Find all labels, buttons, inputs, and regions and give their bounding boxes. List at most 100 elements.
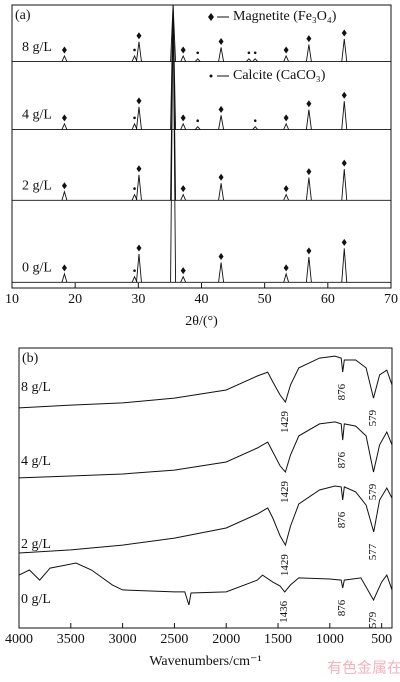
legend-label: Magnetite (Fe₃O₄) [233, 9, 337, 24]
calcite-marker [253, 119, 257, 122]
panel-label: (a) [15, 8, 31, 23]
peak [341, 101, 348, 130]
plot-frame [11, 4, 392, 289]
magnetite-marker [306, 35, 312, 43]
peak [180, 193, 187, 201]
x-tick-label: 2500 [160, 632, 188, 647]
peak [136, 106, 142, 130]
magnetite-marker [136, 244, 142, 252]
band-label: 1429 [279, 554, 291, 577]
peak [170, 5, 177, 130]
series-label: 0 g/L [22, 261, 52, 276]
magnetite-marker [218, 253, 224, 261]
peak [305, 44, 312, 62]
magnetite-marker [136, 97, 142, 105]
magnetite-marker [218, 173, 224, 181]
x-tick-label: 3000 [109, 632, 137, 647]
legend-label: Calcite (CaCO₃) [233, 68, 326, 83]
peak [131, 193, 138, 201]
legend-marker [208, 13, 214, 21]
x-tick-label: 2000 [212, 632, 240, 647]
peak [194, 58, 201, 62]
x-tick-label: 60 [321, 292, 335, 307]
magnetite-marker [180, 267, 186, 275]
peak [170, 5, 177, 201]
peak [283, 272, 290, 283]
spectrum [18, 421, 393, 479]
magnetite-marker [61, 264, 67, 272]
peak [180, 275, 187, 283]
x-tick-label: 20 [68, 292, 82, 307]
peak [283, 54, 290, 62]
peak [341, 248, 348, 283]
magnetite-marker [306, 100, 312, 108]
x-tick-label: 70 [384, 292, 398, 307]
peak [131, 54, 138, 62]
series-label: 4 g/L [21, 454, 51, 469]
peak [170, 5, 177, 62]
peak [194, 126, 201, 130]
calcite-marker [196, 51, 200, 55]
magnetite-marker [136, 165, 142, 173]
band-label: 876 [336, 383, 348, 400]
band-label: 579 [367, 483, 379, 500]
peak [180, 54, 187, 62]
peak [218, 115, 225, 130]
peak [252, 126, 259, 130]
magnetite-marker [180, 185, 186, 193]
x-tick-label: 50 [258, 292, 272, 307]
band-label: 579 [367, 611, 379, 628]
magnetite-marker [341, 238, 347, 246]
magnetite-marker [61, 182, 67, 190]
peak [136, 174, 142, 201]
peak [61, 190, 68, 201]
peak [283, 193, 290, 201]
peak [283, 122, 290, 130]
band-label: 1436 [278, 600, 290, 623]
band-label: 876 [336, 451, 348, 468]
magnetite-marker [218, 105, 224, 113]
peak [305, 177, 312, 201]
peak [341, 169, 348, 201]
magnetite-marker [306, 168, 312, 176]
band-label: 1429 [279, 481, 291, 504]
band-label: 579 [367, 409, 379, 426]
series-label: 2 g/L [21, 537, 51, 552]
peak [136, 254, 142, 283]
panel-label: (b) [22, 351, 39, 366]
x-axis-label: 2θ/(°) [185, 314, 218, 329]
peak [246, 58, 252, 62]
calcite-marker [133, 187, 136, 190]
spectrum [18, 562, 393, 606]
peak [170, 5, 177, 283]
magnetite-marker [61, 114, 67, 122]
series-label: 8 g/L [22, 40, 52, 55]
peak [180, 122, 187, 130]
peak [218, 183, 225, 201]
spectrum [18, 485, 393, 554]
magnetite-marker [341, 29, 347, 37]
band-label: 577 [367, 543, 379, 560]
band-label: 1429 [279, 411, 291, 434]
peak [305, 109, 312, 130]
x-tick-label: 500 [371, 632, 392, 647]
magnetite-marker [283, 114, 289, 122]
magnetite-marker [136, 32, 142, 40]
plot-frame [18, 347, 393, 629]
peak [218, 47, 225, 62]
x-tick-label: 10 [5, 292, 19, 307]
magnetite-marker [283, 46, 289, 54]
peak [305, 256, 312, 283]
x-tick-label: 1500 [264, 632, 292, 647]
series-label: 8 g/L [21, 380, 51, 395]
spectrum [18, 355, 393, 409]
x-tick-label: 1000 [316, 632, 344, 647]
magnetite-marker [180, 114, 186, 122]
x-axis-label: Wavenumbers/cm⁻¹ [149, 654, 261, 669]
magnetite-marker [283, 264, 289, 272]
band-label: 876 [336, 599, 348, 616]
magnetite-marker [180, 46, 186, 54]
peak [61, 272, 68, 283]
peak [218, 262, 225, 283]
